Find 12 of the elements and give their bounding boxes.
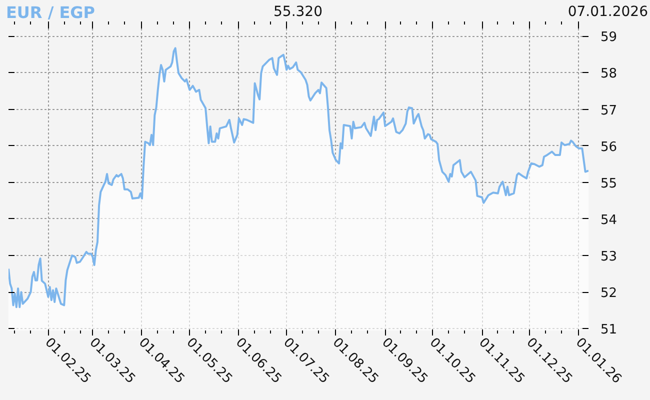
y-tick-label: 58: [600, 66, 618, 82]
y-tick-label: 52: [600, 286, 618, 302]
y-tick-label: 59: [600, 30, 618, 46]
text: 55.320: [274, 4, 322, 20]
chart-title: EUR / EGP: [6, 3, 96, 22]
y-tick-label: 53: [600, 250, 618, 265]
y-tick-label: 54: [600, 212, 618, 228]
y-tick-label: 56: [600, 140, 618, 155]
y-tick-label: 57: [600, 103, 618, 118]
y-tick-label: 55: [600, 176, 618, 192]
text: 07.01.2026: [568, 4, 648, 20]
y-tick-label: 51: [600, 322, 618, 338]
